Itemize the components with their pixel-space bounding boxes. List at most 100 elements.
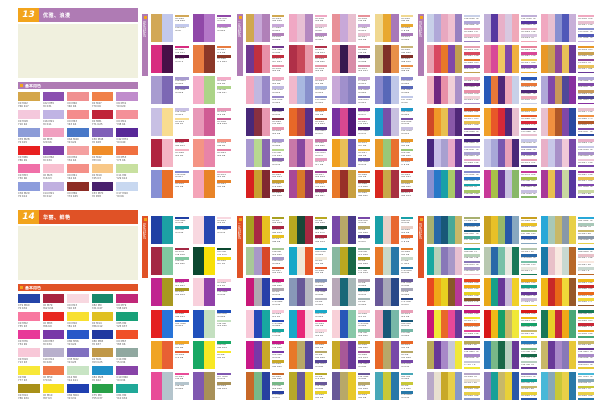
combo-color-bar: [383, 45, 391, 74]
color-code-text: Y25 K4: [216, 176, 226, 179]
swatch-code: Y44 K4: [67, 177, 77, 180]
color-code-text: Y0 K53: [271, 114, 281, 117]
combo-labels: C0 M30 Y18 K4 C19 M0 Y36 K17: [216, 76, 231, 104]
color-combination: C29 M57 Y0 K34 C0 M9 Y43 K28 C47 M59 Y0 K47: [332, 216, 370, 244]
section-number: 13: [18, 8, 39, 22]
color-code-chip: [463, 65, 480, 68]
color-code-chip: [400, 108, 413, 111]
color-code-text: C13 M0 Y63: [520, 180, 536, 182]
color-code-chip: [216, 55, 231, 58]
combo-color-bar: [193, 340, 204, 369]
combo-color-bar: [505, 138, 512, 167]
combo-color-bar: [348, 14, 356, 42]
combo-color-bar: [562, 309, 569, 338]
color-code-chip: [520, 285, 537, 289]
color-code-text: C24 M32: [271, 98, 283, 101]
combo-color-bar: [375, 371, 383, 400]
color-code-text: C19 M25: [174, 79, 186, 82]
color-code-text: C14 M10 Y0: [463, 17, 479, 20]
combo-color-bar: [569, 107, 576, 136]
color-code-text: C57 M0 Y10: [463, 239, 479, 242]
combo-labels: C32 M42 Y0 K40 C0 M9 Y43 K28 C0 M14 Y83 K9: [357, 372, 370, 400]
swatch-code: C0 M53: [116, 155, 127, 159]
color-swatch: C0 M6 Y77 K3: [18, 366, 40, 382]
color-code-chip: [577, 341, 594, 344]
color-code-chip: [271, 76, 284, 80]
color-code-text: C0 M31 Y21: [520, 161, 536, 164]
combo-color-bar: [505, 169, 512, 198]
swatch-code: C82 M0: [91, 303, 102, 307]
combo-color-bar: [297, 371, 305, 400]
swatch-code: Y0 K34: [18, 307, 28, 310]
combo-color-bar: [391, 371, 399, 400]
color-combination: C0 M38 Y34 K9 C7 M22 Y0 K15 C0 M17 Y10 K9: [332, 14, 370, 42]
combo-color-bar: [254, 45, 262, 74]
combo-bars: [193, 107, 215, 136]
color-code-text: C80 M40 Y0: [463, 180, 479, 182]
color-code-chip: [271, 297, 284, 301]
color-code-chip: [357, 158, 370, 161]
color-code-chip: [216, 86, 231, 89]
color-code-text: Y74 K40: [357, 185, 368, 188]
combo-bars: [427, 45, 462, 74]
color-code-chip: [577, 391, 594, 395]
color-code-text: C0 M17 Y14: [577, 257, 593, 260]
color-code-chip: [174, 247, 189, 251]
combo-color-bar: [193, 76, 204, 105]
combo-bars: [246, 45, 270, 74]
swatch-color: [116, 128, 138, 137]
combo-color-bar: [162, 371, 173, 400]
color-code-text: C0 M67: [357, 120, 367, 123]
color-code-text: C35 M31 Y0: [463, 173, 479, 176]
color-code-text: C0 M38: [357, 17, 367, 20]
combo-bars: [484, 247, 519, 276]
color-code-text: C32 M42: [314, 384, 326, 387]
color-code-text: C78 M61: [271, 322, 283, 325]
color-combination: C0 M34 Y83 K9 C24 M0 Y40 K22 C0 M52 Y79 K9: [375, 138, 413, 167]
swatch-color: [67, 384, 89, 393]
combo-labels: C0 M24 Y14 C14 M14 Y0 C16 M28 Y0 C0 M17 Y10…: [577, 139, 594, 167]
color-code-chip: [520, 323, 537, 326]
combo-bars: [541, 309, 576, 338]
color-code-text: Y31 K59: [357, 272, 368, 275]
color-code-chip: [577, 58, 594, 62]
color-code-chip: [463, 316, 480, 320]
combo-color-bar: [541, 371, 548, 400]
combo-bars: [246, 76, 270, 105]
color-combination: C0 M80 Y64 K31 C0 M26 Y20 K4: [151, 138, 189, 167]
color-code-chip: [400, 14, 413, 18]
color-code-text: Y0 K34: [216, 294, 226, 297]
color-code-chip: [520, 189, 537, 193]
color-code-text: Y0 K22: [271, 101, 281, 104]
color-combination: C0 M30 Y20 C0 M17 Y10 C35 M31 Y0 C57 M52 Y0…: [541, 14, 594, 42]
color-swatch: C0 M22 Y66 K17: [18, 92, 40, 108]
color-code-text: C26 M9 Y0: [577, 382, 591, 384]
color-code-chip: [463, 391, 480, 395]
color-code-text: C0 M80: [174, 48, 184, 51]
swatch-code: C33 M42: [67, 357, 79, 361]
color-code-text: C32 M63 Y0: [520, 294, 536, 297]
color-code-text: Y62 K18: [271, 20, 282, 23]
color-code-text: C0 M6 Y10: [577, 263, 591, 266]
color-code-text: C0 M17 Y10: [577, 161, 593, 164]
swatch-code: C0 M76: [18, 339, 28, 343]
color-code-text: Y64 K31: [174, 145, 185, 148]
color-code-text: C14 M18: [271, 89, 283, 92]
color-code-chip: [400, 341, 413, 344]
color-code-text: Y43 K28: [357, 387, 368, 390]
combo-labels: C88 M16 Y0 K22 C0 M3 Y10 K6 C0 M62 Y83 K9: [314, 247, 327, 275]
combo-color-bar: [541, 138, 548, 167]
combo-color-bar: [151, 340, 162, 369]
color-code-text: C0 M38: [271, 67, 281, 70]
color-code-text: Y22 K72: [314, 231, 325, 234]
color-code-text: Y0 K47: [314, 132, 324, 135]
color-combination: C86 M0 Y40 K34 C0 M6 Y85 K3: [193, 340, 231, 369]
color-code-text: C0 M14: [357, 394, 367, 397]
color-code-chip: [400, 23, 413, 27]
color-code-chip: [400, 328, 413, 332]
color-code-text: Y72 K9: [216, 51, 226, 54]
color-code-chip: [314, 341, 327, 344]
color-code-chip: [357, 288, 370, 291]
tab-label: 四色配色: [418, 21, 424, 38]
